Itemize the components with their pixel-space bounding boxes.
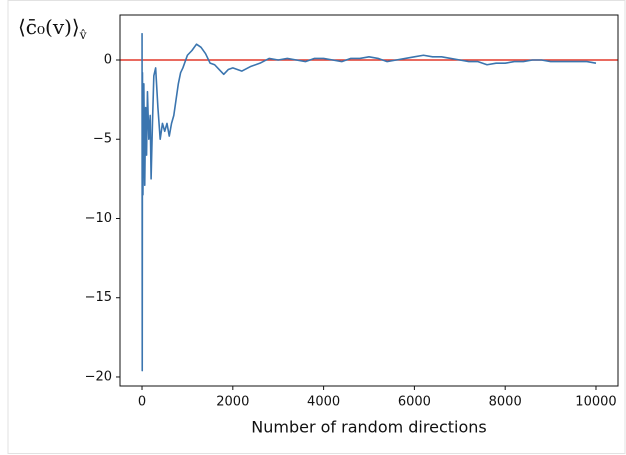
x-tick-label: 0 (138, 395, 146, 410)
y-label-sub: v̂ (79, 28, 87, 42)
y-axis-label: ⟨c̄₀(v)⟩v̂ (18, 15, 87, 42)
y-tick-label: −15 (85, 290, 112, 305)
y-tick-label: −20 (85, 369, 112, 384)
data-line (141, 33, 597, 372)
x-tick-label: 6000 (398, 395, 431, 410)
y-tick-label: −5 (93, 132, 112, 147)
x-axis-label: Number of random directions (251, 418, 486, 437)
x-tick-label: 10000 (575, 395, 616, 410)
y-tick-label: −10 (85, 211, 112, 226)
x-tick-label: 2000 (216, 395, 249, 410)
plot-frame (119, 14, 619, 387)
figure-border (7, 0, 626, 454)
y-label-main: ⟨c̄₀(v)⟩ (18, 15, 80, 39)
x-tick-label: 8000 (489, 395, 522, 410)
x-tick-label: 4000 (307, 395, 340, 410)
y-tick-label: 0 (104, 53, 112, 68)
